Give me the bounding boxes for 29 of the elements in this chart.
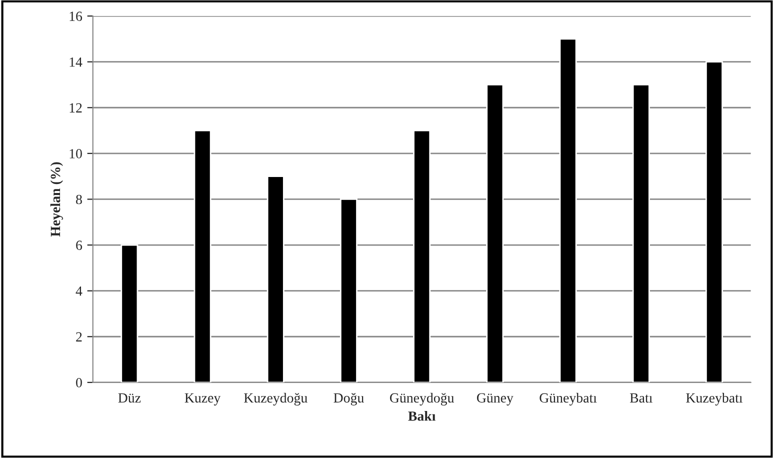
bar: [266, 176, 284, 382]
bar: [120, 244, 138, 382]
y-tick-label: 14: [70, 57, 82, 67]
y-tick-label: 6: [76, 240, 82, 250]
x-tick-label: Kuzey: [184, 393, 221, 406]
x-tick-label: Güneydoğu: [390, 392, 454, 406]
x-tick-label: Doğu: [334, 392, 364, 406]
y-tick-label: 4: [76, 286, 82, 296]
x-tick-label: Güney: [476, 393, 514, 406]
bar: [486, 84, 504, 382]
bar: [632, 84, 650, 382]
y-tick-label: 8: [76, 194, 82, 204]
y-tick-label: 2: [76, 332, 82, 342]
x-tick-label: Batı: [630, 393, 652, 403]
x-tick-label: Kuzeybatı: [686, 392, 742, 406]
bar: [340, 198, 358, 382]
x-axis-title: Bakı: [408, 411, 436, 421]
bar: [194, 130, 212, 382]
y-tick-label: 10: [70, 149, 82, 158]
x-tick-label: Kuzeydoğu: [244, 392, 308, 406]
x-tick-label: Güneybatı: [540, 392, 597, 406]
x-tick-label: Düz: [118, 393, 141, 403]
bar: [559, 38, 577, 382]
y-axis-title: Heyelan (%): [50, 162, 64, 237]
bar: [413, 130, 431, 382]
y-tick-label: 0: [76, 378, 82, 388]
y-tick-label: 16: [70, 12, 82, 21]
bar: [705, 61, 723, 382]
y-tick-label: 12: [70, 103, 82, 112]
